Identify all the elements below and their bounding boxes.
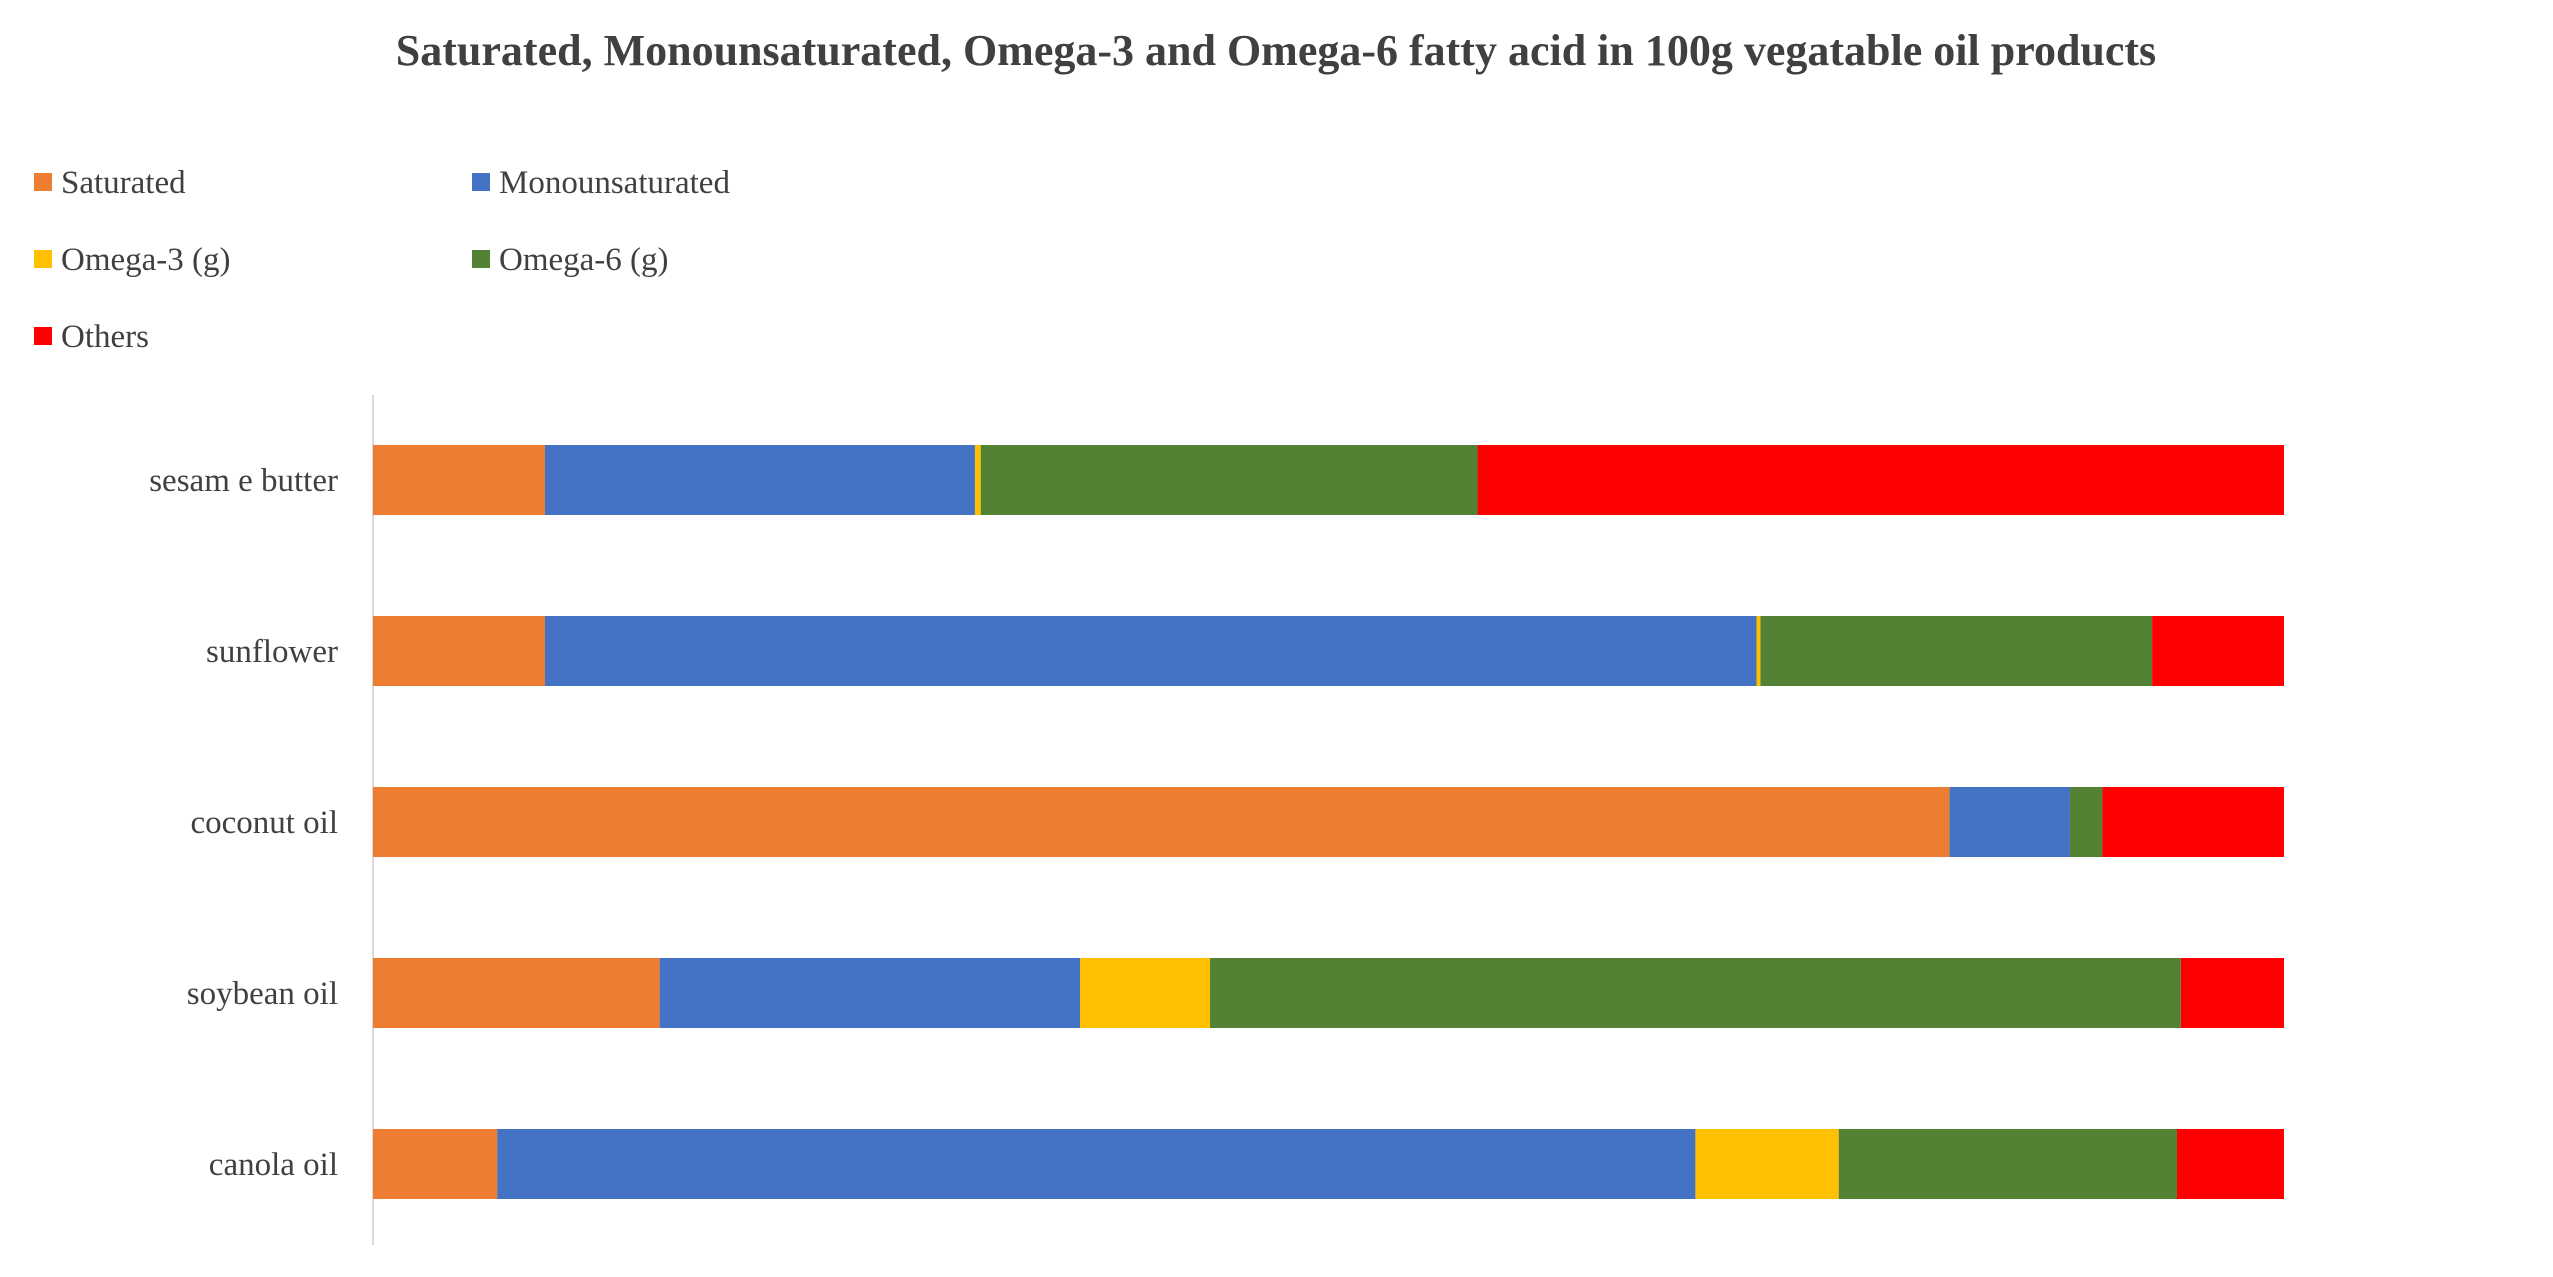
bar-soybean-oil-omega-6-g [1210,958,2181,1028]
y-tick-label-soybean-oil: soybean oil [187,976,338,1012]
bar-sesam-e-butter-others [1477,445,2284,515]
y-tick-label-sunflower: sunflower [206,634,338,670]
legend-swatch-omega-6-g [472,250,490,268]
y-tick-label-canola-oil: canola oil [209,1147,338,1183]
bar-sunflower-others [2152,616,2284,686]
bar-coconut-oil-omega-6-g [2069,787,2103,857]
y-tick-label-coconut-oil: coconut oil [190,805,338,841]
y-tick-labels: sesam e butter sunflower coconut oil soybea… [149,463,338,1183]
bar-sunflower-monounsaturated [544,616,1757,686]
bar-canola-oil-others [2176,1129,2284,1199]
bar-sesam-e-butter-monounsaturated [544,445,975,515]
legend-label-monounsaturated: Monounsaturated [499,165,730,201]
bar-sesam-e-butter-omega-6-g [980,445,1478,515]
bar-canola-oil-saturated [373,1129,498,1199]
bars [373,445,2284,1199]
legend-swatch-others [34,327,52,345]
legend-label-omega-3-g: Omega-3 (g) [61,242,231,278]
y-tick-label-sesam-e-butter: sesam e butter [149,463,338,499]
bar-sesam-e-butter-saturated [373,445,545,515]
bar-canola-oil-omega-6-g [1838,1129,2177,1199]
bar-soybean-oil-monounsaturated [659,958,1081,1028]
legend-swatch-omega-3-g [34,250,52,268]
bar-canola-oil-monounsaturated [497,1129,1696,1199]
bar-canola-oil-omega-3-g [1695,1129,1839,1199]
bar-sesam-e-butter-omega-3-g [974,445,981,515]
legend-swatch-saturated [34,173,52,191]
bar-coconut-oil-saturated [373,787,1950,857]
bar-sunflower-omega-6-g [1760,616,2153,686]
legend-swatch-monounsaturated [472,173,490,191]
bar-sunflower-saturated [373,616,545,686]
bar-sunflower-omega-3-g [1756,616,1761,686]
legend-label-others: Others [61,319,149,355]
legend-label-saturated: Saturated [61,165,186,201]
bar-coconut-oil-others [2102,787,2284,857]
chart-title: Saturated, Monounsaturated, Omega-3 and … [396,26,2156,75]
legend: Saturated Monounsaturated Omega-3 (g) Omega… [34,165,730,355]
bar-soybean-oil-saturated [373,958,660,1028]
bar-soybean-oil-others [2180,958,2284,1028]
legend-label-omega-6-g: Omega-6 (g) [499,242,669,278]
bar-soybean-oil-omega-3-g [1080,958,1211,1028]
bar-coconut-oil-monounsaturated [1949,787,2070,857]
